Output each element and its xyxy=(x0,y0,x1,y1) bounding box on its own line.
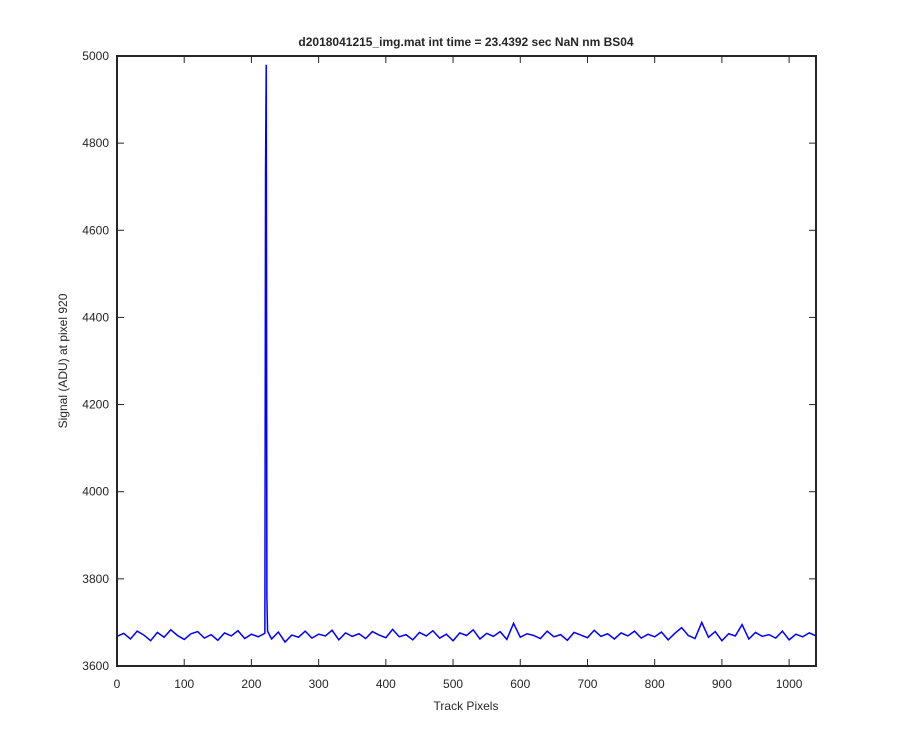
y-tick-label: 3600 xyxy=(82,659,109,673)
x-tick-label: 400 xyxy=(376,677,396,691)
y-tick-label: 3800 xyxy=(82,572,109,586)
x-tick-label: 200 xyxy=(241,677,261,691)
x-tick-label: 300 xyxy=(309,677,329,691)
y-tick-label: 4800 xyxy=(82,136,109,150)
y-tick-label: 4600 xyxy=(82,223,109,237)
chart-title: d2018041215_img.mat int time = 23.4392 s… xyxy=(298,35,634,49)
x-tick-label: 0 xyxy=(114,677,121,691)
y-tick-label: 5000 xyxy=(82,49,109,63)
plot-frame xyxy=(116,55,817,667)
x-tick-label: 500 xyxy=(443,677,463,691)
x-tick-label: 700 xyxy=(577,677,597,691)
x-tick-label: 800 xyxy=(645,677,665,691)
x-tick-label: 100 xyxy=(174,677,194,691)
x-axis-label: Track Pixels xyxy=(434,699,499,713)
y-tick-label: 4200 xyxy=(82,398,109,412)
x-tick-label: 1000 xyxy=(776,677,803,691)
y-tick-label: 4400 xyxy=(82,310,109,324)
y-tick-label: 4000 xyxy=(82,485,109,499)
data-line xyxy=(116,64,817,644)
x-tick-label: 600 xyxy=(510,677,530,691)
x-tick-label: 900 xyxy=(712,677,732,691)
y-axis-label: Signal (ADU) at pixel 920 xyxy=(56,293,70,428)
